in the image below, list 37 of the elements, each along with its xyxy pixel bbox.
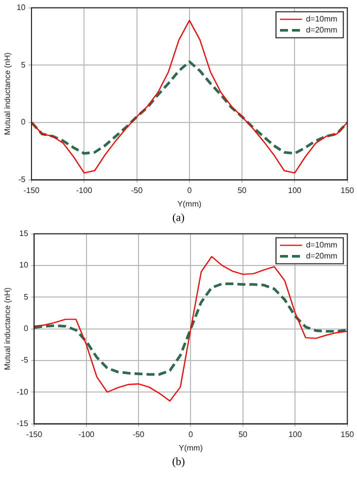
text: (a) [171, 211, 186, 226]
x-tick-label: -50 [132, 430, 145, 439]
y-tick-label: -15 [16, 419, 29, 428]
x-tick-label: 150 [340, 186, 355, 195]
text: (b) [171, 455, 186, 470]
y-tick-label: -5 [21, 356, 29, 365]
y-tick-label: 10 [19, 260, 29, 270]
x-tick-label: -100 [76, 186, 93, 195]
y-tick-label: 0 [21, 118, 26, 127]
x-tick-label: -50 [130, 186, 144, 195]
line-series [32, 60, 348, 155]
line-series [34, 282, 348, 376]
x-tick-label: 150 [340, 430, 355, 439]
x-tick-label: 0 [187, 186, 192, 195]
x-tick-label: 0 [188, 430, 194, 439]
y-tick-label: -10 [16, 387, 29, 396]
x-tick-label: 50 [238, 186, 248, 195]
x-tick-label: -150 [23, 186, 40, 195]
y-tick-label: 5 [24, 292, 29, 302]
x-axis-title: Y(mm) [177, 199, 202, 208]
y-tick-label: 10 [16, 3, 26, 12]
x-tick-label: -100 [78, 430, 95, 439]
legend-label: d=10mm [306, 14, 338, 24]
x-tick-label: 50 [238, 430, 248, 439]
y-tick-label: 0 [24, 324, 29, 334]
legend-label: d=20mm [306, 26, 338, 35]
y-tick-label: 15 [19, 229, 29, 238]
x-tick-label: 100 [288, 186, 302, 195]
legend-label: d=20mm [306, 252, 338, 261]
y-axis-title: Mutual inductance (nH) [3, 52, 12, 136]
x-tick-label: 100 [288, 430, 302, 439]
x-axis-title: Y(mm) [178, 443, 204, 452]
y-tick-label: -5 [18, 175, 26, 184]
legend-label: d=10mm [306, 240, 338, 250]
y-axis-title: Mutual inductance (nH) [3, 287, 12, 370]
y-tick-label: 5 [21, 60, 26, 70]
x-tick-label: -150 [26, 430, 43, 439]
